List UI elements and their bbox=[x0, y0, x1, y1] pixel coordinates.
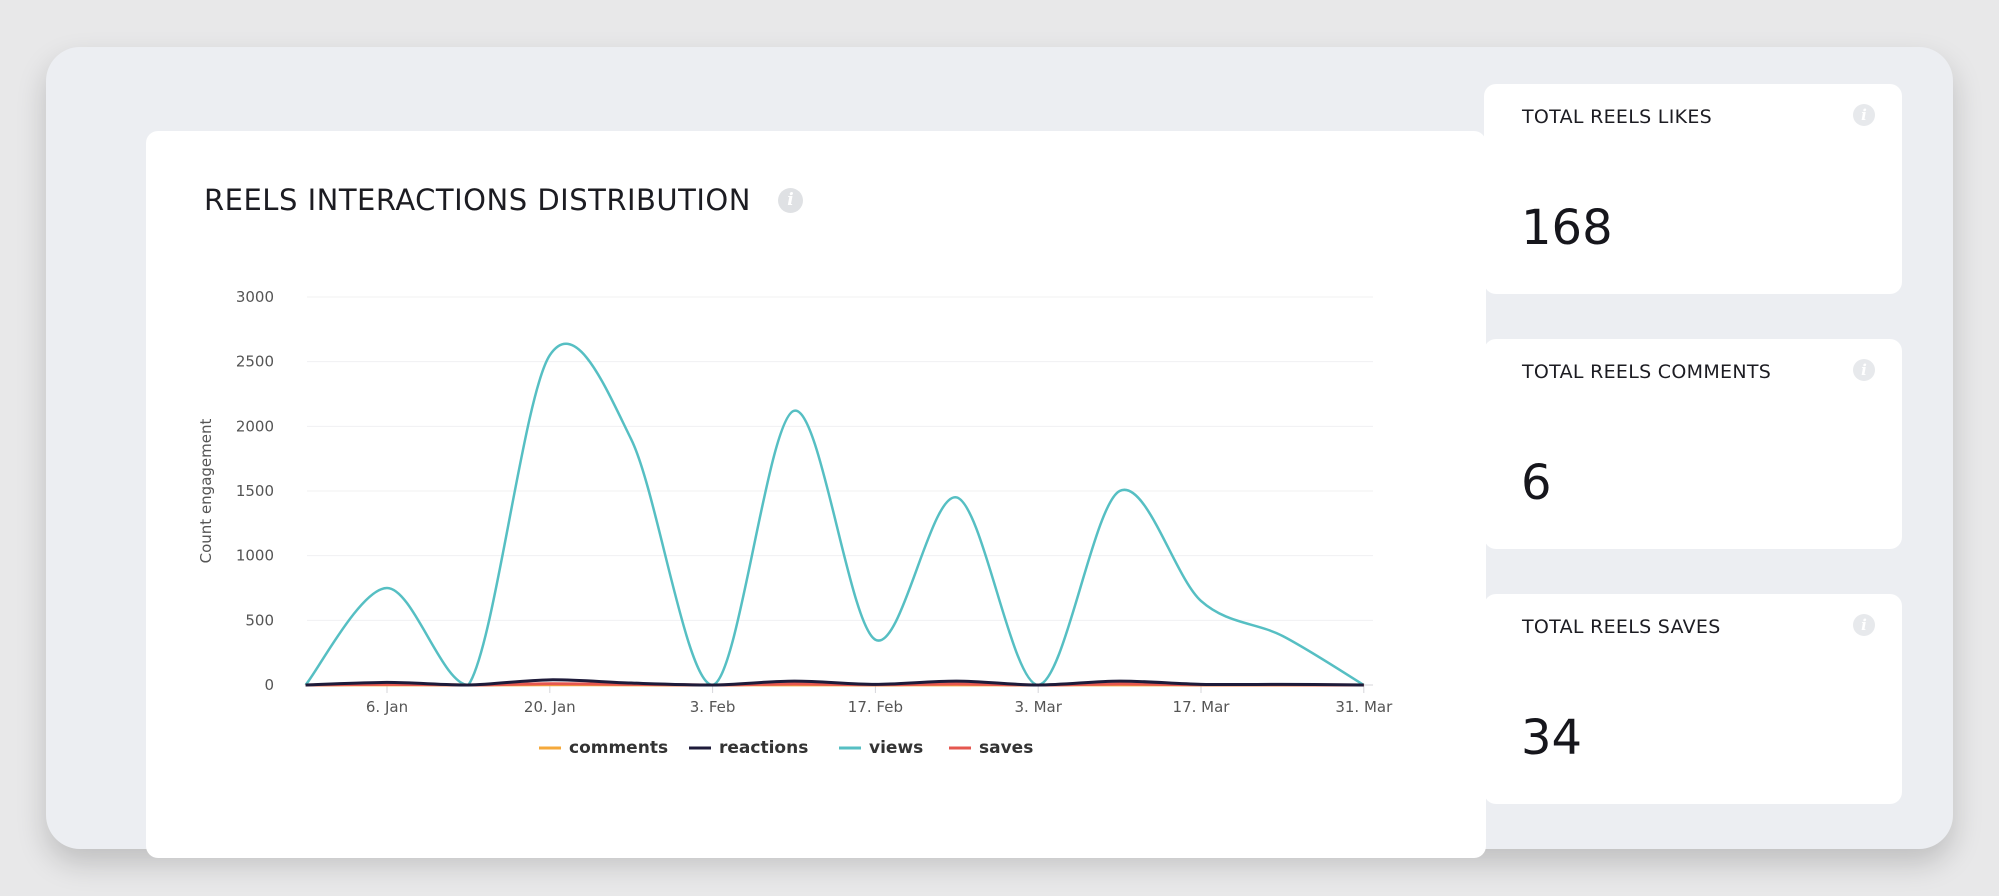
x-tick-label: 17. Feb bbox=[848, 698, 903, 716]
chart-title: REELS INTERACTIONS DISTRIBUTION bbox=[204, 183, 751, 217]
x-tick-label: 31. Mar bbox=[1335, 698, 1393, 716]
stat-card-saves: TOTAL REELS SAVES i 34 bbox=[1484, 594, 1902, 804]
stat-card-likes: TOTAL REELS LIKES i 168 bbox=[1484, 84, 1902, 294]
legend-label-comments: comments bbox=[569, 738, 668, 758]
series-line-views bbox=[304, 342, 1365, 687]
stat-label-saves: TOTAL REELS SAVES bbox=[1522, 616, 1721, 638]
legend-label-reactions: reactions bbox=[719, 738, 808, 758]
y-axis-ticks: 0 500 1000 1500 2000 2500 3000 bbox=[236, 288, 274, 694]
chart-card: REELS INTERACTIONS DISTRIBUTION i 0 500 10… bbox=[146, 131, 1486, 858]
line-chart: 0 500 1000 1500 2000 2500 3000 6. Jan 20. Jan 3.… bbox=[197, 288, 1393, 758]
stat-value-comments: 6 bbox=[1521, 455, 1552, 511]
x-axis-ticks: 6. Jan 20. Jan 3. Feb 17. Feb 3. Mar 17. Mar 3… bbox=[366, 685, 1393, 716]
stat-value-likes: 168 bbox=[1521, 200, 1613, 256]
info-icon[interactable]: i bbox=[1853, 104, 1875, 126]
info-icon[interactable]: i bbox=[1853, 359, 1875, 381]
x-tick-label: 6. Jan bbox=[366, 698, 408, 716]
x-tick-label: 3. Mar bbox=[1015, 698, 1063, 716]
stat-label-comments: TOTAL REELS COMMENTS bbox=[1522, 361, 1772, 383]
y-axis-label: Count engagement bbox=[197, 419, 215, 564]
stat-label-likes: TOTAL REELS LIKES bbox=[1522, 106, 1713, 128]
stat-card-comments: TOTAL REELS COMMENTS i 6 bbox=[1484, 339, 1902, 549]
y-tick-label: 1000 bbox=[236, 547, 274, 565]
y-tick-label: 3000 bbox=[236, 288, 274, 306]
info-icon[interactable]: i bbox=[1853, 614, 1875, 636]
x-tick-label: 20. Jan bbox=[524, 698, 576, 716]
dashboard-panel: REELS INTERACTIONS DISTRIBUTION i 0 500 10… bbox=[46, 47, 1953, 858]
legend-label-saves: saves bbox=[979, 738, 1033, 758]
info-icon[interactable]: i bbox=[778, 188, 803, 213]
y-tick-label: 1500 bbox=[236, 482, 274, 500]
y-tick-label: 0 bbox=[264, 676, 274, 694]
y-tick-label: 2000 bbox=[236, 417, 274, 435]
y-tick-label: 2500 bbox=[236, 353, 274, 371]
y-tick-label: 500 bbox=[245, 611, 274, 629]
x-tick-label: 17. Mar bbox=[1173, 698, 1231, 716]
x-tick-label: 3. Feb bbox=[690, 698, 736, 716]
grid-lines bbox=[307, 296, 1373, 686]
legend: comments reactions views saves bbox=[539, 738, 1033, 758]
legend-label-views: views bbox=[869, 738, 923, 758]
series-lines bbox=[304, 342, 1365, 687]
series-line-reactions bbox=[305, 678, 1364, 687]
stat-value-saves: 34 bbox=[1521, 710, 1583, 766]
